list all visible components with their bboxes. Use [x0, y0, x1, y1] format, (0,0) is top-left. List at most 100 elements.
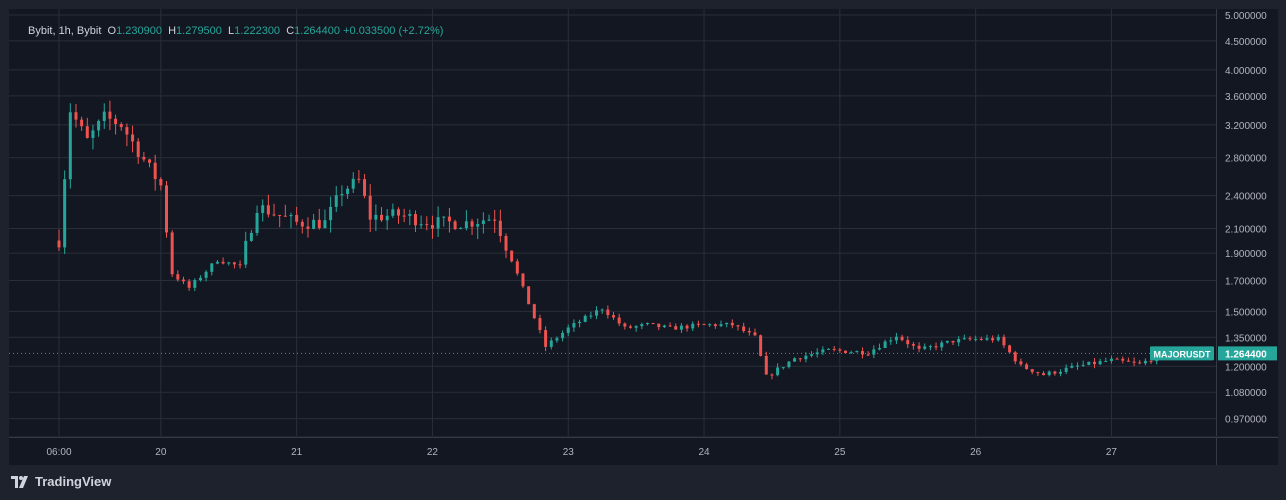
- candle-down: [232, 262, 236, 265]
- candle-down: [1121, 358, 1125, 361]
- candle-down: [906, 340, 910, 345]
- candle-down: [968, 338, 972, 340]
- candle-down: [153, 162, 157, 180]
- candle-down: [176, 274, 180, 280]
- legend-change: +0.033500 (+2.72%): [343, 25, 444, 37]
- candle-down: [238, 264, 242, 266]
- candle-up: [1143, 360, 1147, 364]
- candle-down: [832, 348, 836, 350]
- candle-up: [204, 271, 208, 278]
- candle-down: [838, 349, 842, 351]
- candle-down: [521, 273, 525, 287]
- candle-up: [1087, 361, 1091, 365]
- candle-up: [561, 332, 565, 339]
- candle-up: [793, 358, 797, 362]
- price-tick-label: 1.200000: [1225, 362, 1267, 373]
- candle-up: [210, 263, 214, 272]
- candle-down: [447, 216, 451, 222]
- candle-down: [283, 215, 287, 217]
- candle-up: [996, 336, 1000, 341]
- candle-down: [1008, 345, 1012, 353]
- candle-down: [657, 323, 661, 328]
- candle-down: [1132, 361, 1136, 363]
- candle-up: [261, 205, 265, 213]
- candle-down: [753, 332, 757, 336]
- candle-down: [934, 346, 938, 348]
- price-tick-label: 1.350000: [1225, 333, 1267, 344]
- time-tick-label: 25: [834, 447, 846, 458]
- candle-down: [538, 318, 542, 331]
- candle-up: [1104, 361, 1108, 363]
- candle-up: [945, 340, 949, 343]
- candle-down: [1092, 361, 1096, 365]
- candle-down: [295, 215, 299, 222]
- candle-up: [894, 336, 898, 341]
- candle-down: [80, 119, 84, 127]
- candle-up: [459, 228, 463, 230]
- time-tick-label: 06:00: [46, 447, 71, 458]
- candle-down: [866, 354, 870, 356]
- candle-up: [97, 120, 101, 131]
- candle-down: [142, 156, 146, 160]
- candle-up: [889, 340, 893, 342]
- candle-down: [1013, 352, 1017, 362]
- candle-up: [1070, 365, 1074, 368]
- candle-up: [855, 351, 859, 353]
- legend-low-label: L: [228, 25, 235, 37]
- candle-down: [900, 336, 904, 341]
- candle-down: [1115, 358, 1119, 360]
- price-tick-label: 1.900000: [1225, 249, 1267, 260]
- candle-up: [289, 215, 293, 217]
- candle-down: [991, 338, 995, 341]
- tradingview-logo[interactable]: TradingView: [11, 474, 111, 489]
- legend-close: 1.264400: [294, 25, 341, 37]
- candle-down: [1030, 369, 1034, 373]
- candle-up: [583, 315, 587, 322]
- candle-up: [804, 355, 808, 360]
- candle-up: [255, 212, 259, 233]
- price-axis-canvas[interactable]: 5.000000 4.500000 4.000000 3.600000 3.200000…: [1217, 9, 1278, 436]
- time-tick-label: 23: [563, 447, 575, 458]
- candle-up: [578, 321, 582, 324]
- time-tick-label: 26: [970, 447, 982, 458]
- time-axis-canvas[interactable]: 06:00 20 21 22 23 24 25 26 27: [9, 438, 1216, 465]
- legend-high: 1.279500: [176, 25, 222, 37]
- candle-up: [198, 277, 202, 281]
- candle-up: [957, 338, 961, 343]
- chart-pane[interactable]: MAJORUSDT Bybit, 1h, Bybit O1.230900 H1.…: [9, 9, 1216, 436]
- candle-down: [453, 221, 457, 230]
- candle-down: [470, 221, 474, 227]
- candle-up: [679, 325, 683, 330]
- grid: [9, 9, 1216, 436]
- candle-down: [730, 322, 734, 326]
- price-tick-label: 1.700000: [1225, 277, 1267, 288]
- legend-source: Bybit, 1h, Bybit: [28, 25, 102, 37]
- candle-up: [419, 224, 423, 226]
- candle-up: [962, 338, 966, 340]
- candle-up: [442, 216, 446, 218]
- candle-down: [527, 286, 531, 305]
- candle-up: [1098, 361, 1102, 365]
- candle-down: [623, 323, 627, 327]
- price-tick-label: 5.000000: [1225, 11, 1267, 22]
- chart-canvas[interactable]: MAJORUSDT: [9, 9, 1216, 436]
- time-tick-label: 24: [698, 447, 710, 458]
- candle-down: [170, 232, 174, 275]
- candle-up: [464, 221, 468, 229]
- time-axis[interactable]: 06:00 20 21 22 23 24 25 26 27: [9, 437, 1216, 465]
- candle-up: [1059, 371, 1063, 374]
- candle-down: [131, 134, 135, 142]
- price-tick-label: 4.500000: [1225, 37, 1267, 48]
- candle-up: [549, 340, 553, 347]
- candle-down: [702, 324, 706, 326]
- candle-up: [595, 310, 599, 316]
- candle-down: [510, 250, 514, 262]
- candle-down: [504, 236, 508, 251]
- candle-down: [159, 179, 163, 186]
- candle-down: [911, 344, 915, 346]
- price-tick-label: 1.080000: [1225, 388, 1267, 399]
- price-axis[interactable]: 5.000000 4.500000 4.000000 3.600000 3.200000…: [1216, 9, 1278, 436]
- candle-up: [408, 214, 412, 216]
- candle-up: [329, 206, 333, 221]
- candle-up: [827, 348, 831, 350]
